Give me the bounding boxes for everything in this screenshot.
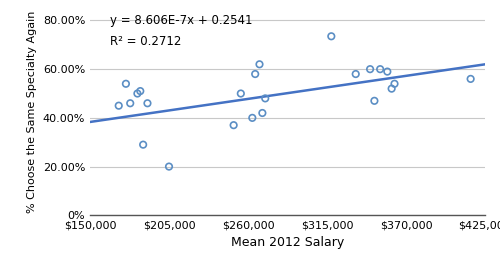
Point — [370, 99, 378, 103]
Point — [328, 34, 336, 38]
Point — [126, 101, 134, 105]
Point — [258, 111, 266, 115]
Point — [136, 89, 144, 93]
Point — [466, 77, 474, 81]
Point — [251, 72, 259, 76]
Point — [230, 123, 237, 128]
Point — [114, 104, 122, 108]
Point — [165, 164, 173, 169]
Point — [122, 82, 130, 86]
Text: y = 8.606E-7x + 0.2541: y = 8.606E-7x + 0.2541 — [110, 15, 253, 28]
Point — [366, 67, 374, 71]
Point — [376, 67, 384, 71]
Y-axis label: % Choose the Same Specialty Again: % Choose the Same Specialty Again — [27, 10, 37, 213]
Text: R² = 0.2712: R² = 0.2712 — [110, 35, 181, 48]
Point — [352, 72, 360, 76]
Point — [248, 116, 256, 120]
Point — [144, 101, 152, 105]
Point — [261, 96, 269, 100]
Point — [384, 69, 392, 74]
Point — [256, 62, 264, 67]
Point — [388, 86, 396, 91]
X-axis label: Mean 2012 Salary: Mean 2012 Salary — [231, 236, 344, 249]
Point — [390, 82, 398, 86]
Point — [139, 142, 147, 147]
Point — [134, 91, 141, 96]
Point — [237, 91, 245, 96]
